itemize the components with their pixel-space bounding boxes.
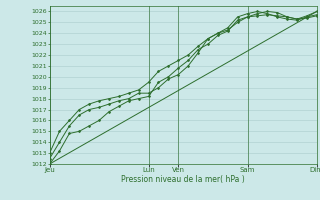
X-axis label: Pression niveau de la mer( hPa ): Pression niveau de la mer( hPa ) — [121, 175, 245, 184]
